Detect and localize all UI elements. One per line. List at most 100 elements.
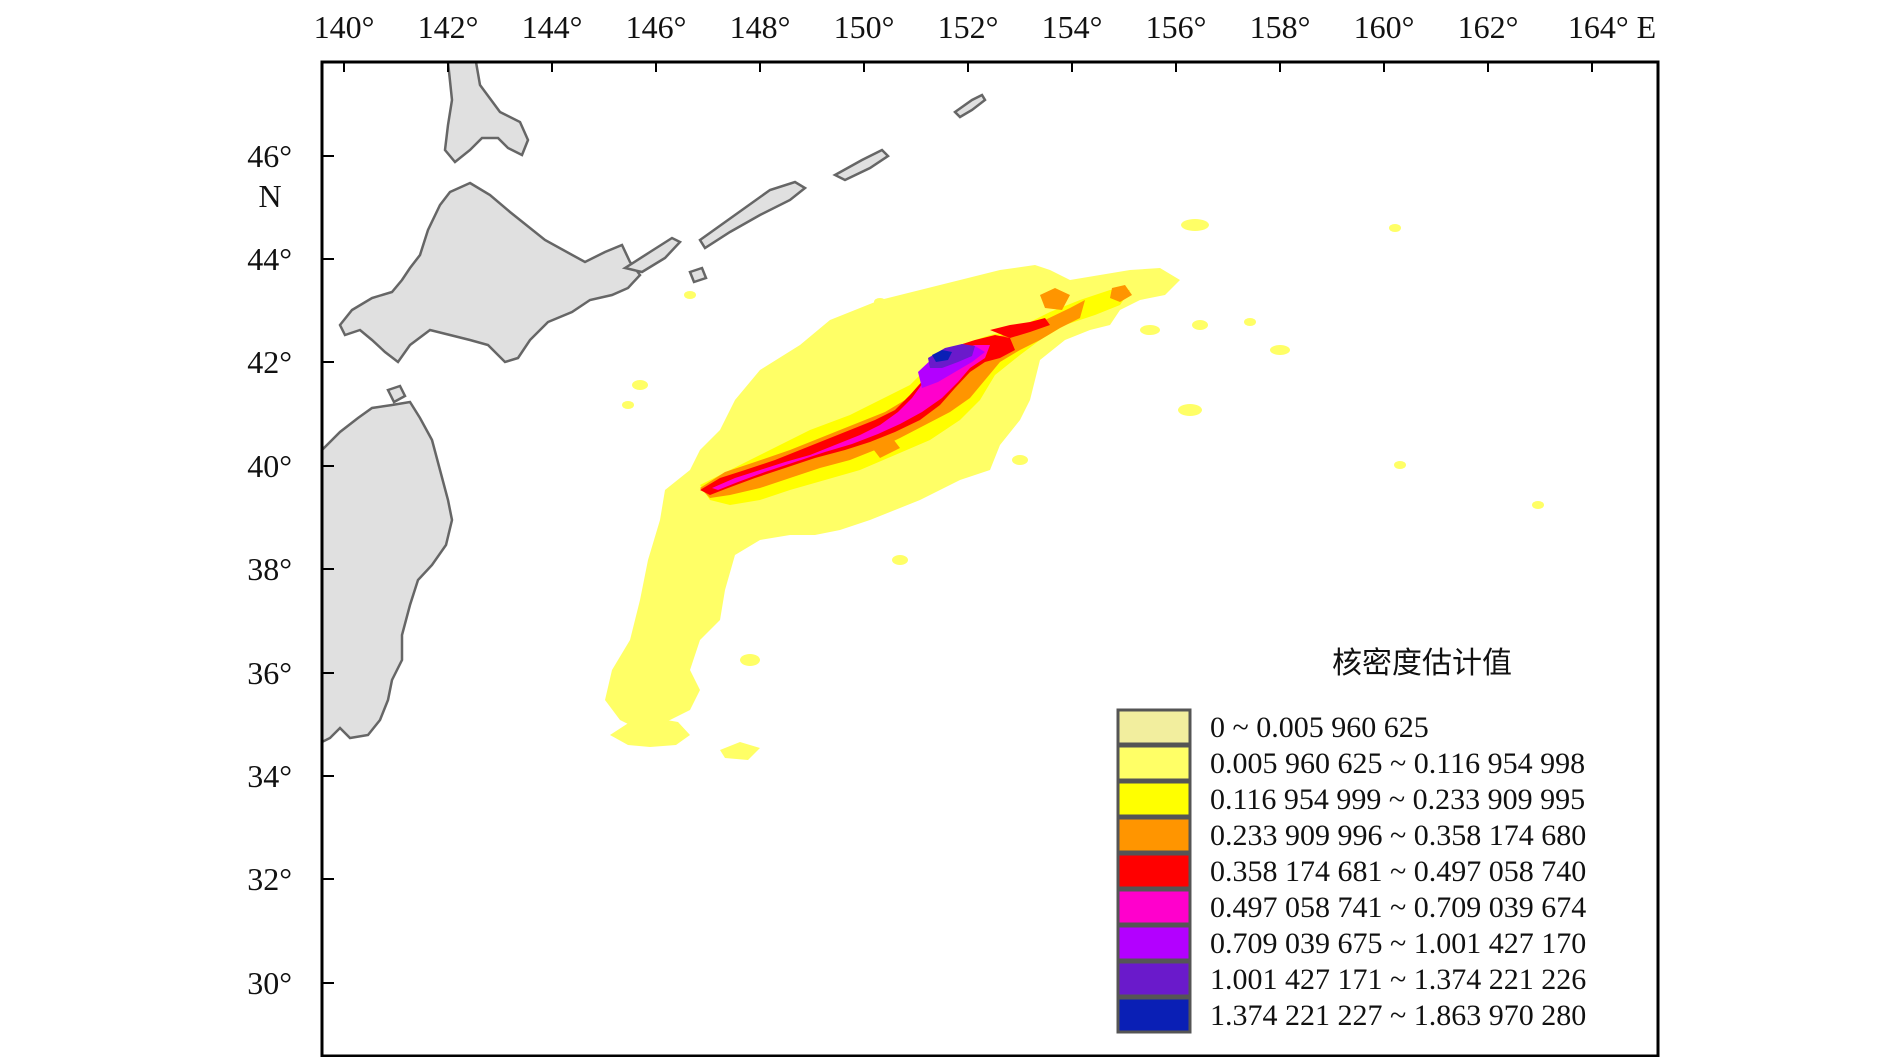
lon-tick-162: 162° [1458,9,1519,72]
lon-tick-158: 158° [1250,9,1311,72]
lat-tick-34: 34° [247,758,334,794]
legend-label: 1.001 427 171 ~ 1.374 221 226 [1210,963,1586,996]
density-speck [952,295,968,305]
lon-label-162: 162° [1458,9,1519,45]
lat-tick-30: 30° [247,965,334,1001]
lat-unit-n: N [258,178,281,214]
legend-swatch [1116,708,1192,746]
density-speck [1178,404,1202,416]
map-frame-border [320,60,1660,1057]
land-sakhalin [443,62,530,164]
legend-item: 0.358 174 681 ~ 0.497 058 740 [1116,852,1586,890]
lon-tick-140: 140° [314,9,375,72]
legend-swatch [1116,960,1192,998]
legend-item: 0.709 039 675 ~ 1.001 427 170 [1116,924,1586,962]
legend-swatch [1116,852,1192,890]
longitude-axis: 140° 142° 144° 146° 148° 150° 152° 154° … [314,9,1656,72]
density-region [720,742,760,760]
density-region [1040,288,1070,310]
lon-tick-142: 142° [418,9,479,72]
density-speck [1140,325,1160,335]
density-region [610,718,690,747]
lon-label-146: 146° [626,9,687,45]
legend-item: 0.233 909 996 ~ 0.358 174 680 [1116,816,1586,854]
legend-item: 0.497 058 741 ~ 0.709 039 674 [1116,888,1586,926]
legend-item: 0 ~ 0.005 960 625 [1116,708,1429,746]
lon-label-142: 142° [418,9,479,45]
land-small-island-2 [688,266,708,284]
legend-swatch [1116,780,1192,818]
density-speck [1394,461,1406,469]
legend-label: 0.358 174 681 ~ 0.497 058 740 [1210,855,1586,888]
lat-tick-44: 44° [247,241,334,277]
latitude-axis: 46° N 44° 42° 40° 38° 36° 34° 32° 30° [247,138,334,1001]
density-speck [740,654,760,666]
lat-tick-32: 32° [247,861,334,897]
legend-swatch [1116,924,1192,962]
legend-label: 0.709 039 675 ~ 1.001 427 170 [1210,927,1586,960]
density-speck [874,298,886,306]
legend-label: 1.374 221 227 ~ 1.863 970 280 [1210,999,1586,1032]
density-speck [992,414,1008,426]
legend-item: 1.001 427 171 ~ 1.374 221 226 [1116,960,1586,998]
lon-tick-144: 144° [522,9,583,72]
legend-label: 0 ~ 0.005 960 625 [1210,711,1429,744]
density-speck [1532,501,1544,509]
lon-tick-148: 148° [730,9,791,72]
density-speck [1244,318,1256,326]
density-speck [1181,219,1209,231]
lat-label-42: 42° [247,344,292,380]
lat-tick-40: 40° [247,448,334,484]
density-speck [1012,455,1028,465]
legend-swatch [1116,888,1192,926]
lon-label-148: 148° [730,9,791,45]
legend-label: 0.005 960 625 ~ 0.116 954 998 [1210,747,1585,780]
lat-label-46: 46° [247,138,292,174]
density-speck [632,675,648,685]
lat-label-36: 36° [247,655,292,691]
lon-label-154: 154° [1042,9,1103,45]
land-small-island-1 [386,384,407,404]
lat-tick-38: 38° [247,551,334,587]
legend-item: 1.374 221 227 ~ 1.863 970 280 [1116,996,1586,1034]
lon-label-144: 144° [522,9,583,45]
density-speck [632,380,648,390]
lon-tick-164: 164° E [1568,9,1656,72]
lon-label-150: 150° [834,9,895,45]
density-legend: 核密度估计值 0 ~ 0.005 960 625 0.005 960 625 ~… [1116,646,1586,1034]
lat-tick-46: 46° [247,138,334,174]
density-speck [1270,345,1290,355]
legend-title: 核密度估计值 [1332,646,1512,681]
density-speck [999,306,1011,314]
legend-label: 0.116 954 999 ~ 0.233 909 995 [1210,783,1585,816]
lat-label-30: 30° [247,965,292,1001]
density-region [1110,285,1132,302]
legend-swatch [1116,816,1192,854]
lon-label-164e: 164° E [1568,9,1656,45]
density-speck [622,401,634,409]
lat-label-32: 32° [247,861,292,897]
density-region [870,435,900,458]
lon-tick-150: 150° [834,9,895,72]
lon-label-156: 156° [1146,9,1207,45]
lon-tick-152: 152° [938,9,998,72]
land-hokkaido [338,181,642,364]
lon-tick-156: 156° [1146,9,1207,72]
lat-tick-42: 42° [247,344,334,380]
legend-item: 0.005 960 625 ~ 0.116 954 998 [1116,744,1585,782]
legend-items: 0 ~ 0.005 960 625 0.005 960 625 ~ 0.116 … [1116,708,1586,1034]
lon-label-160: 160° [1354,9,1415,45]
lon-tick-154: 154° [1042,9,1103,72]
lat-label-40: 40° [247,448,292,484]
land-kuril-island-2 [698,180,808,250]
lon-label-140: 140° [314,9,375,45]
kernel-density-layers [605,219,1544,760]
land-kuril-island-1 [621,236,683,274]
map-frame-background [322,62,1658,1056]
legend-swatch [1116,996,1192,1034]
lat-label-44: 44° [247,241,292,277]
land-kuril-island-3 [832,148,890,182]
density-region [605,265,1180,730]
lon-label-158: 158° [1250,9,1311,45]
